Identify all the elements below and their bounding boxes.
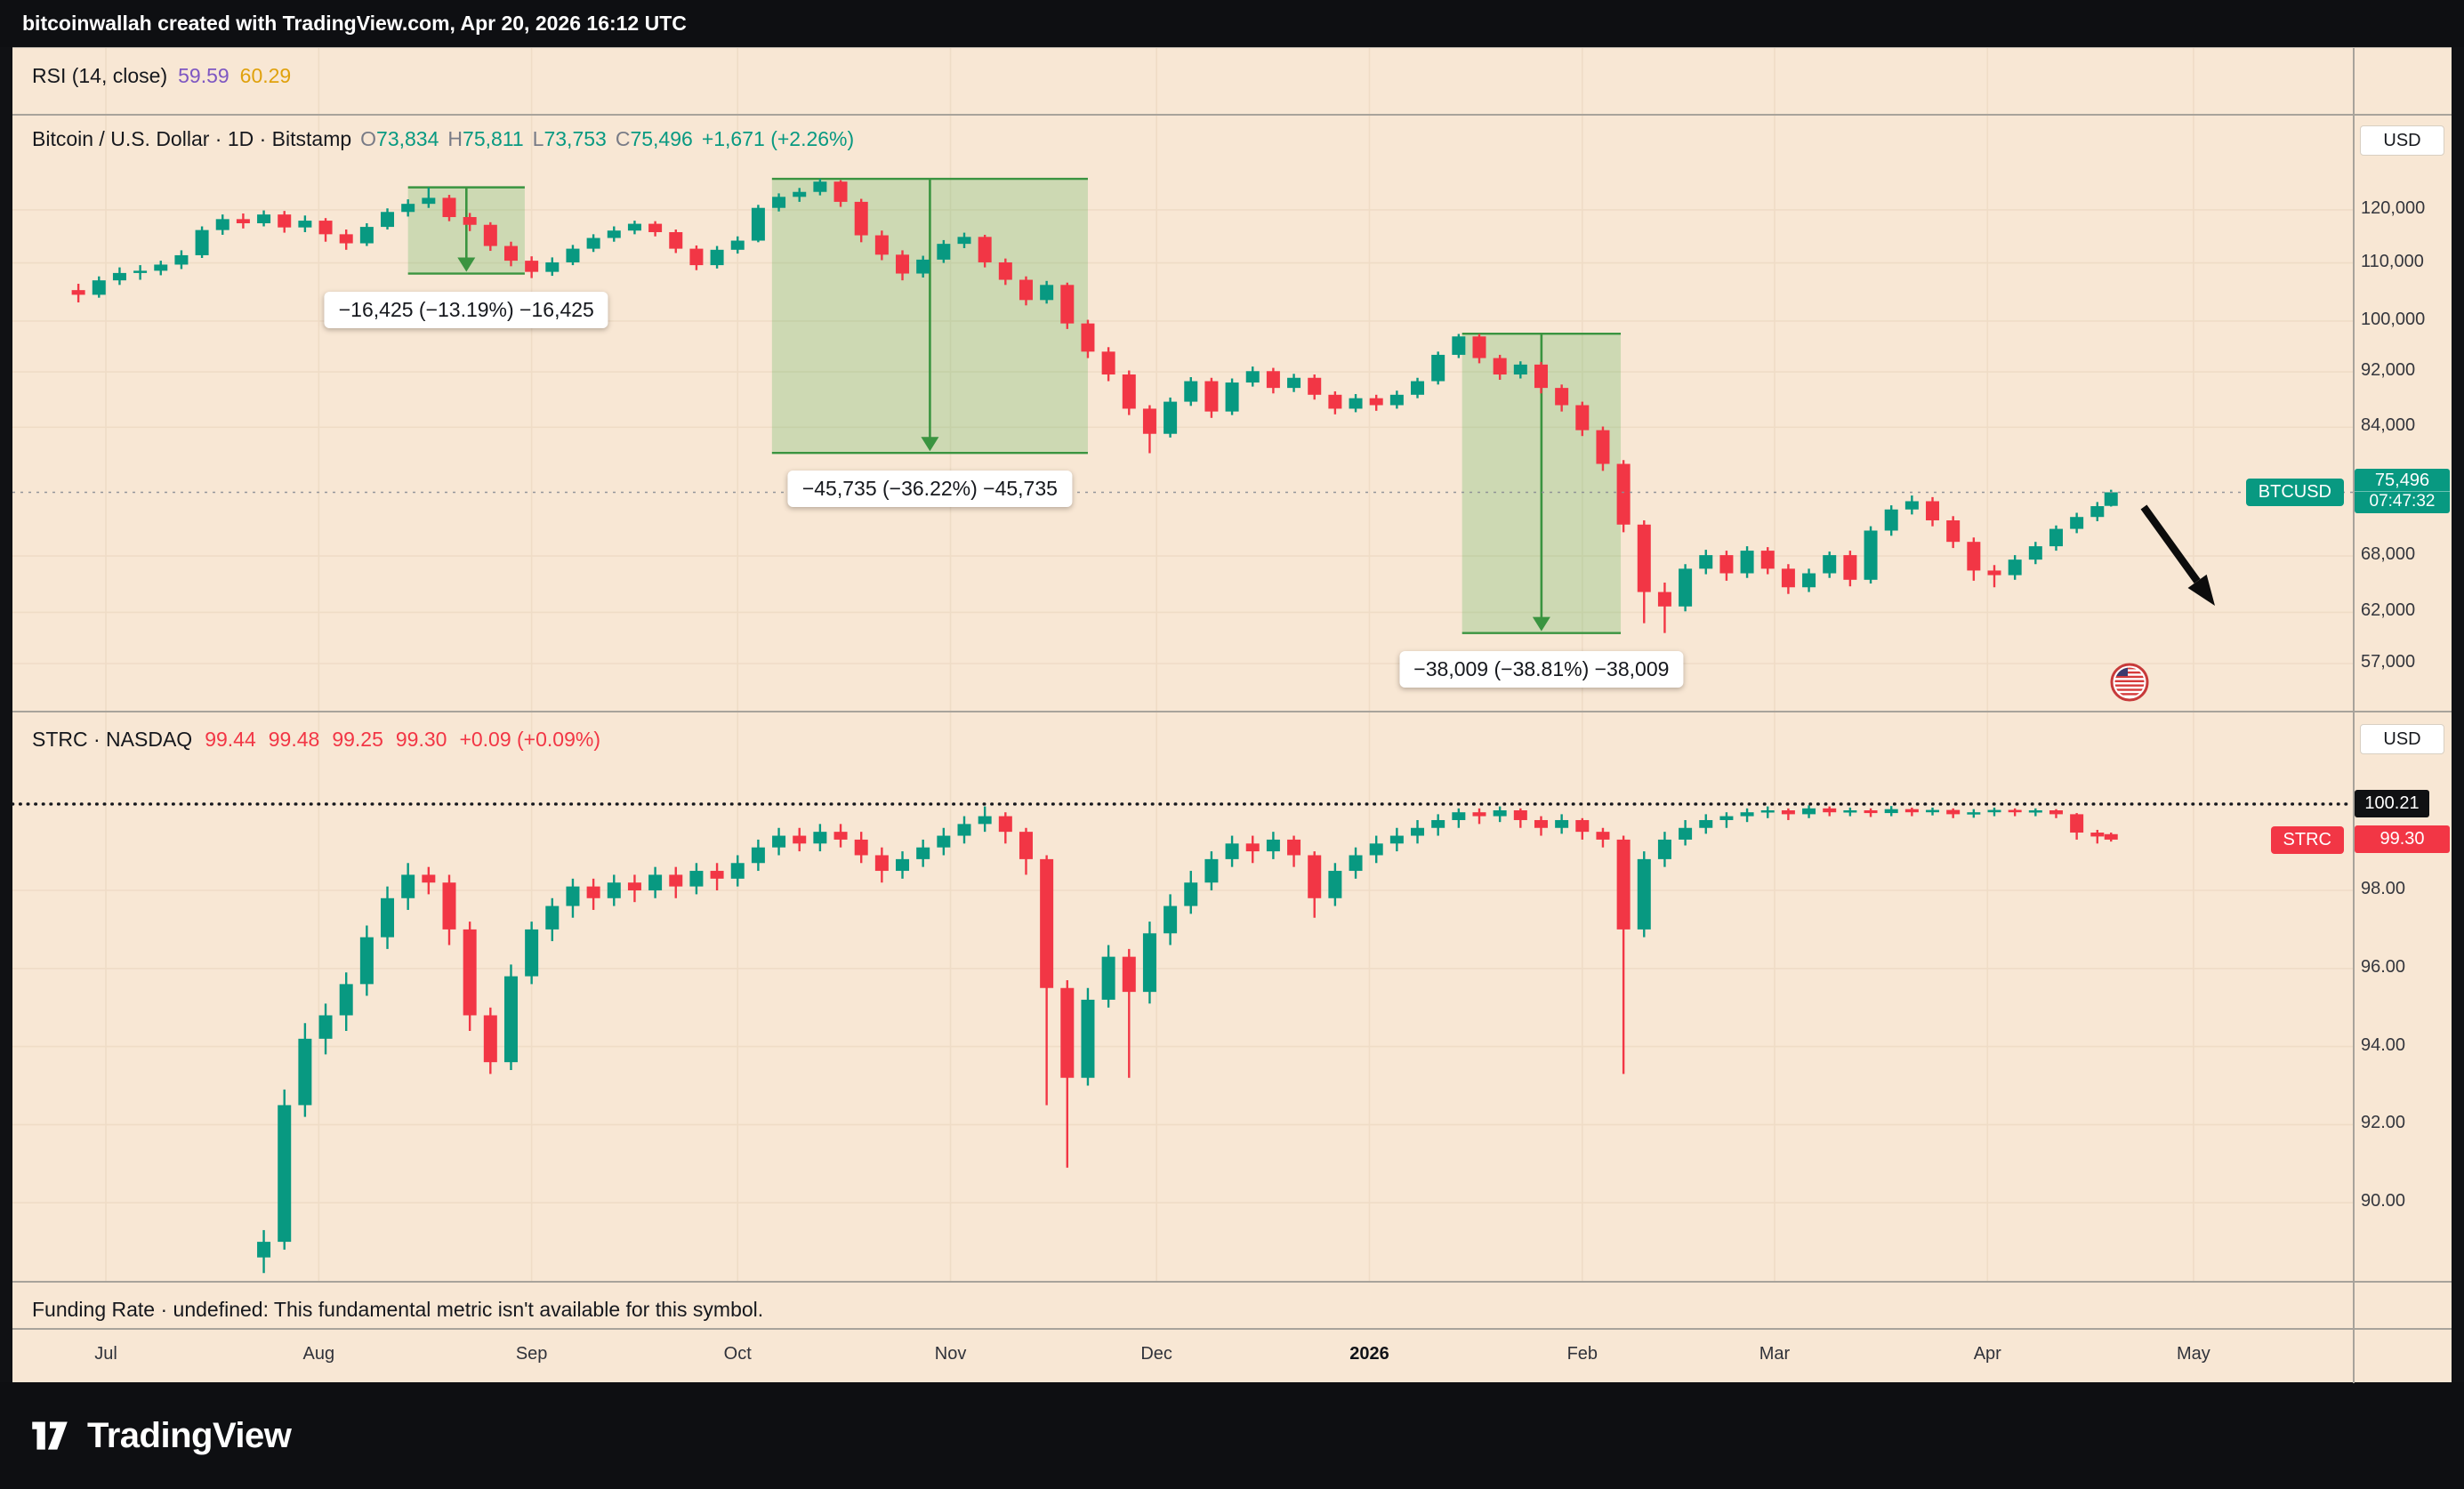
time-tick: Jul xyxy=(94,1344,117,1364)
btcusd-symbol-badge: BTCUSD xyxy=(2245,479,2344,507)
price-tick: 68,000 xyxy=(2361,544,2416,565)
us-flag-icon xyxy=(2110,663,2149,702)
btc-legend-title: Bitcoin / U.S. Dollar · 1D · Bitstamp xyxy=(32,127,352,150)
btc-candles xyxy=(71,179,2118,633)
time-tick: 2026 xyxy=(1349,1344,1389,1364)
pane-separator[interactable] xyxy=(12,1281,2452,1283)
price-tick: 120,000 xyxy=(2361,197,2426,218)
funding-rate-message: Funding Rate · undefined: This fundament… xyxy=(32,1298,764,1321)
price-tick: 100,000 xyxy=(2361,309,2426,329)
chart-shell: RSI (14, close) 59.59 60.29 Bitcoin / U.… xyxy=(12,47,2452,1383)
open-label: O xyxy=(360,127,377,150)
footer-bar: TradingView xyxy=(0,1382,2464,1489)
measurement-label[interactable]: −16,425 (−13.19%) −16,425 xyxy=(324,291,608,328)
axis-separator xyxy=(2353,48,2355,1383)
time-tick: Oct xyxy=(723,1344,752,1364)
rsi-ma-value: 60.29 xyxy=(239,64,292,87)
price-tick: 84,000 xyxy=(2361,415,2416,436)
tradingview-wordmark[interactable]: TradingView xyxy=(87,1415,292,1455)
time-tick: Apr xyxy=(1973,1344,2001,1364)
hline-price-badge: 100.21 xyxy=(2355,789,2429,817)
price-tick: 98.00 xyxy=(2361,879,2406,898)
high-label: H xyxy=(447,127,463,150)
watermark-text: bitcoinwallah created with TradingView.c… xyxy=(22,12,687,35)
pane-separator[interactable] xyxy=(12,711,2452,712)
time-tick: Feb xyxy=(1566,1344,1598,1364)
strc-low: 99.25 xyxy=(332,728,383,751)
price-axis[interactable]: USD USD 75,496 07:47:32 100.21 99.30 120… xyxy=(2353,48,2452,1383)
time-tick: May xyxy=(2176,1344,2210,1364)
pane-separator[interactable] xyxy=(12,114,2452,116)
strc-candles xyxy=(257,805,2118,1274)
time-tick: Sep xyxy=(515,1344,548,1364)
strc-high: 99.48 xyxy=(268,728,320,751)
strc-symbol-badge: STRC xyxy=(2270,825,2344,854)
high-value: 75,811 xyxy=(463,127,524,150)
measurement-label[interactable]: −38,009 (−38.81%) −38,009 xyxy=(1399,650,1684,688)
rsi-value: 59.59 xyxy=(178,64,229,87)
strc-open: 99.44 xyxy=(205,728,256,751)
btc-last-price: 75,496 xyxy=(2374,471,2430,491)
strc-legend[interactable]: STRC · NASDAQ 99.44 99.48 99.25 99.30 +0… xyxy=(32,728,600,752)
time-tick: Aug xyxy=(302,1344,335,1364)
price-tick: 94.00 xyxy=(2361,1034,2406,1055)
time-axis[interactable]: Jul Aug Sep Oct Nov Dec 2026 Feb Mar Apr May xyxy=(12,1328,2353,1383)
low-value: 73,753 xyxy=(544,127,607,150)
time-tick: Nov xyxy=(934,1344,967,1364)
btc-legend[interactable]: Bitcoin / U.S. Dollar · 1D · Bitstamp O7… xyxy=(32,127,854,151)
chart-canvas[interactable] xyxy=(12,48,2353,1328)
rsi-legend[interactable]: RSI (14, close) 59.59 60.29 xyxy=(32,64,291,88)
strc-close: 99.30 xyxy=(395,728,447,751)
watermark-bar: bitcoinwallah created with TradingView.c… xyxy=(0,0,2464,47)
price-tick: 90.00 xyxy=(2361,1191,2406,1211)
price-tick: 92.00 xyxy=(2361,1113,2406,1133)
price-tick: 62,000 xyxy=(2361,600,2416,621)
close-label: C xyxy=(615,127,631,150)
price-tick: 92,000 xyxy=(2361,360,2416,381)
time-tick: Dec xyxy=(1140,1344,1172,1364)
arrow-annotation[interactable] xyxy=(2140,504,2215,606)
strc-legend-title: STRC · NASDAQ xyxy=(32,728,193,751)
price-tick: 96.00 xyxy=(2361,956,2406,977)
strc-last-price-badge: 99.30 xyxy=(2355,825,2450,853)
btc-currency-button[interactable]: USD xyxy=(2360,125,2444,156)
measurement-label[interactable]: −45,735 (−36.22%) −45,735 xyxy=(787,471,1072,508)
open-value: 73,834 xyxy=(376,127,439,150)
price-tick: 110,000 xyxy=(2361,251,2424,271)
candle-countdown: 07:47:32 xyxy=(2355,491,2450,511)
pane-separator xyxy=(12,1328,2452,1330)
strc-currency-button[interactable]: USD xyxy=(2360,724,2444,754)
price-tick: 57,000 xyxy=(2361,652,2416,672)
time-tick: Mar xyxy=(1759,1344,1791,1364)
btc-last-price-badge: 75,496 07:47:32 xyxy=(2355,469,2450,514)
strc-change: +0.09 (+0.09%) xyxy=(459,728,600,751)
tradingview-logo-icon[interactable] xyxy=(27,1411,73,1461)
rsi-title: RSI (14, close) xyxy=(32,64,168,87)
btc-change: +1,671 (+2.26%) xyxy=(701,127,855,150)
close-value: 75,496 xyxy=(630,127,693,150)
low-label: L xyxy=(532,127,544,150)
